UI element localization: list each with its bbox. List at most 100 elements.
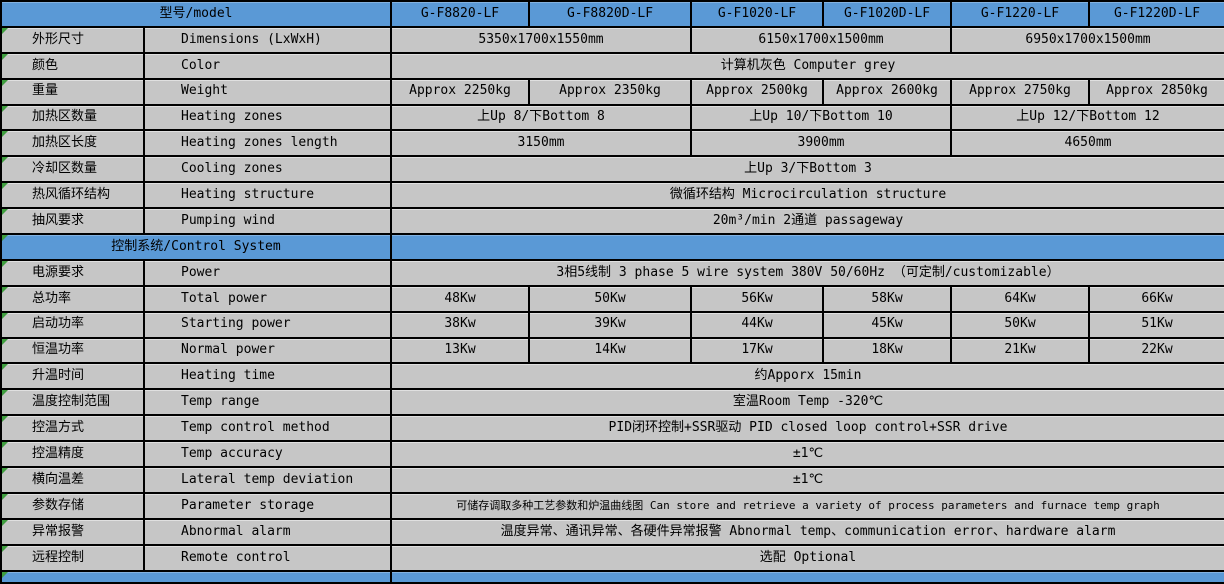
value-cell: 选配 Optional [390,543,1224,572]
row-label-zh-cell: 电源要求 [0,258,145,287]
row-label-zh-cell: 加热区长度 [0,129,145,158]
row-label-en-cell: Temp range [143,388,392,417]
spec-row: 抽风要求 Pumping wind 20m³/min 2通道 passageway [0,207,1224,236]
spec-row: 远程控制 Remote control 选配 Optional [0,543,1224,572]
row-label-en-cell: Pumping wind [143,207,392,236]
value-cell: PID闭环控制+SSR驱动 PID closed loop control+SS… [390,414,1224,443]
value-cell: 45Kw [822,310,952,339]
value-cell: 可储存调取多种工艺参数和炉温曲线图 Can store and retrieve… [390,491,1224,520]
model-header-cell: G-F1020D-LF [822,0,952,28]
spec-row: 冷却区数量 Cooling zones 上Up 3/下Bottom 3 [0,155,1224,184]
spec-row: 异常报警 Abnormal alarm 温度异常、通讯异常、各硬件异常报警 Abno… [0,517,1224,546]
section-header-cell: 控制系统/Control System [0,233,392,261]
spec-row: 控温方式 Temp control method PID闭环控制+SSR驱动 PID… [0,414,1224,443]
row-label-en-cell: Temp control method [143,414,392,443]
row-label-en-cell: Dimensions (LxWxH) [143,25,392,54]
model-header-cell: G-F1020-LF [690,0,824,28]
model-header-cell: G-F8820-LF [390,0,530,28]
value-cell: ±1℃ [390,466,1224,494]
table-title-cell: 型号/model [0,0,392,28]
value-cell: 64Kw [950,284,1090,313]
row-label-zh-cell: 控温精度 [0,440,145,469]
row-label-en-cell: Temp accuracy [143,440,392,469]
row-label-zh-cell: 升温时间 [0,362,145,391]
value-cell: 51Kw [1088,310,1224,339]
row-label-en-cell: Color [143,51,392,80]
value-cell: 18Kw [822,336,952,365]
row-label-zh-cell: 冷却区数量 [0,155,145,184]
value-cell: 6150x1700x1500mm [690,25,952,54]
row-label-zh-cell: 颜色 [0,51,145,80]
value-cell: Approx 2600kg [822,77,952,106]
bottom-strip-row [0,569,1224,584]
spec-row: 升温时间 Heating time 约Apporx 15min [0,362,1224,391]
value-cell: 22Kw [1088,336,1224,365]
row-label-en-cell: Heating time [143,362,392,391]
value-cell: 计算机灰色 Computer grey [390,51,1224,80]
row-label-zh-cell: 热风循环结构 [0,181,145,210]
value-cell: 4650mm [950,129,1224,158]
row-label-en-cell: Heating zones length [143,129,392,158]
spec-row: 颜色 Color 计算机灰色 Computer grey [0,51,1224,80]
value-cell: 上Up 3/下Bottom 3 [390,155,1224,184]
value-cell: Approx 2350kg [528,77,692,106]
value-cell: 14Kw [528,336,692,365]
row-label-zh-cell: 远程控制 [0,543,145,572]
spec-row: 外形尺寸 Dimensions (LxWxH) 5350x1700x1550mm 61… [0,25,1224,54]
row-label-zh-cell: 抽风要求 [0,207,145,236]
spec-row: 横向温差 Lateral temp deviation ±1℃ [0,466,1224,494]
model-header-row: 型号/model G-F8820-LF G-F8820D-LF G-F1020-LF G… [0,0,1224,28]
spec-row: 加热区长度 Heating zones length 3150mm 3900mm 465… [0,129,1224,158]
value-cell: 56Kw [690,284,824,313]
value-cell: 13Kw [390,336,530,365]
row-label-en-cell: Weight [143,77,392,106]
value-cell: 上Up 12/下Bottom 12 [950,103,1224,132]
value-cell: 50Kw [528,284,692,313]
value-cell: 39Kw [528,310,692,339]
row-label-zh-cell: 温度控制范围 [0,388,145,417]
spec-row: 恒温功率 Normal power 13Kw 14Kw 17Kw 18Kw 21Kw 22Kw [0,336,1224,365]
value-cell: 21Kw [950,336,1090,365]
spec-row: 总功率 Total power 48Kw 50Kw 56Kw 58Kw 64Kw 66Kw [0,284,1224,313]
value-cell: 3900mm [690,129,952,158]
value-cell: 17Kw [690,336,824,365]
value-cell: Approx 2250kg [390,77,530,106]
value-cell: 室温Room Temp -320℃ [390,388,1224,417]
value-cell: 3相5线制 3 phase 5 wire system 380V 50/60Hz… [390,258,1224,287]
value-cell: 5350x1700x1550mm [390,25,692,54]
value-cell: 48Kw [390,284,530,313]
row-label-zh-cell: 横向温差 [0,466,145,494]
row-label-zh-cell: 恒温功率 [0,336,145,365]
model-header-cell: G-F8820D-LF [528,0,692,28]
value-cell: 微循环结构 Microcirculation structure [390,181,1224,210]
row-label-zh-cell: 控温方式 [0,414,145,443]
row-label-en-cell: Power [143,258,392,287]
row-label-en-cell: Total power [143,284,392,313]
model-header-cell: G-F1220-LF [950,0,1090,28]
section-header-cell [390,233,1224,261]
row-label-en-cell: Abnormal alarm [143,517,392,546]
spec-row: 电源要求 Power 3相5线制 3 phase 5 wire system 380… [0,258,1224,287]
row-label-zh-cell: 异常报警 [0,517,145,546]
section-header-row: 控制系统/Control System [0,233,1224,261]
spec-row: 启动功率 Starting power 38Kw 39Kw 44Kw 45Kw 50Kw 51… [0,310,1224,339]
row-label-zh-cell: 外形尺寸 [0,25,145,54]
value-cell: 上Up 8/下Bottom 8 [390,103,692,132]
value-cell: ±1℃ [390,440,1224,469]
value-cell: 3150mm [390,129,692,158]
spec-row: 温度控制范围 Temp range 室温Room Temp -320℃ [0,388,1224,417]
value-cell: 66Kw [1088,284,1224,313]
spec-row: 重量 Weight Approx 2250kg Approx 2350kg Approx… [0,77,1224,106]
value-cell: 温度异常、通讯异常、各硬件异常报警 Abnormal temp、communic… [390,517,1224,546]
row-label-en-cell: Starting power [143,310,392,339]
value-cell: 58Kw [822,284,952,313]
value-cell: 约Apporx 15min [390,362,1224,391]
value-cell: 44Kw [690,310,824,339]
row-label-zh-cell: 加热区数量 [0,103,145,132]
section-header-cell [390,569,1224,584]
value-cell: 38Kw [390,310,530,339]
row-label-zh-cell: 总功率 [0,284,145,313]
row-label-en-cell: Lateral temp deviation [143,466,392,494]
row-label-en-cell: Heating zones [143,103,392,132]
row-label-en-cell: Remote control [143,543,392,572]
